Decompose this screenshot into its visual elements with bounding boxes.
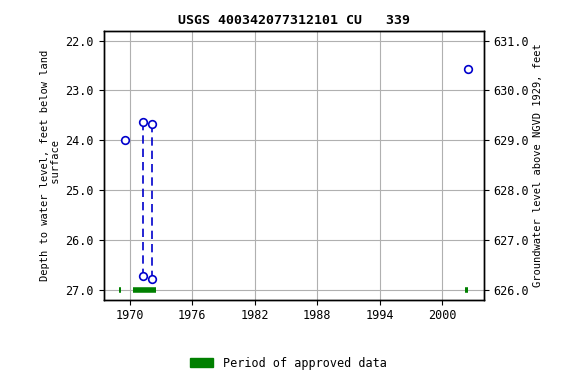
Y-axis label: Depth to water level, feet below land
 surface: Depth to water level, feet below land su… bbox=[40, 50, 61, 281]
Y-axis label: Groundwater level above NGVD 1929, feet: Groundwater level above NGVD 1929, feet bbox=[533, 43, 543, 287]
Title: USGS 400342077312101 CU   339: USGS 400342077312101 CU 339 bbox=[178, 14, 410, 27]
Legend: Period of approved data: Period of approved data bbox=[185, 352, 391, 374]
